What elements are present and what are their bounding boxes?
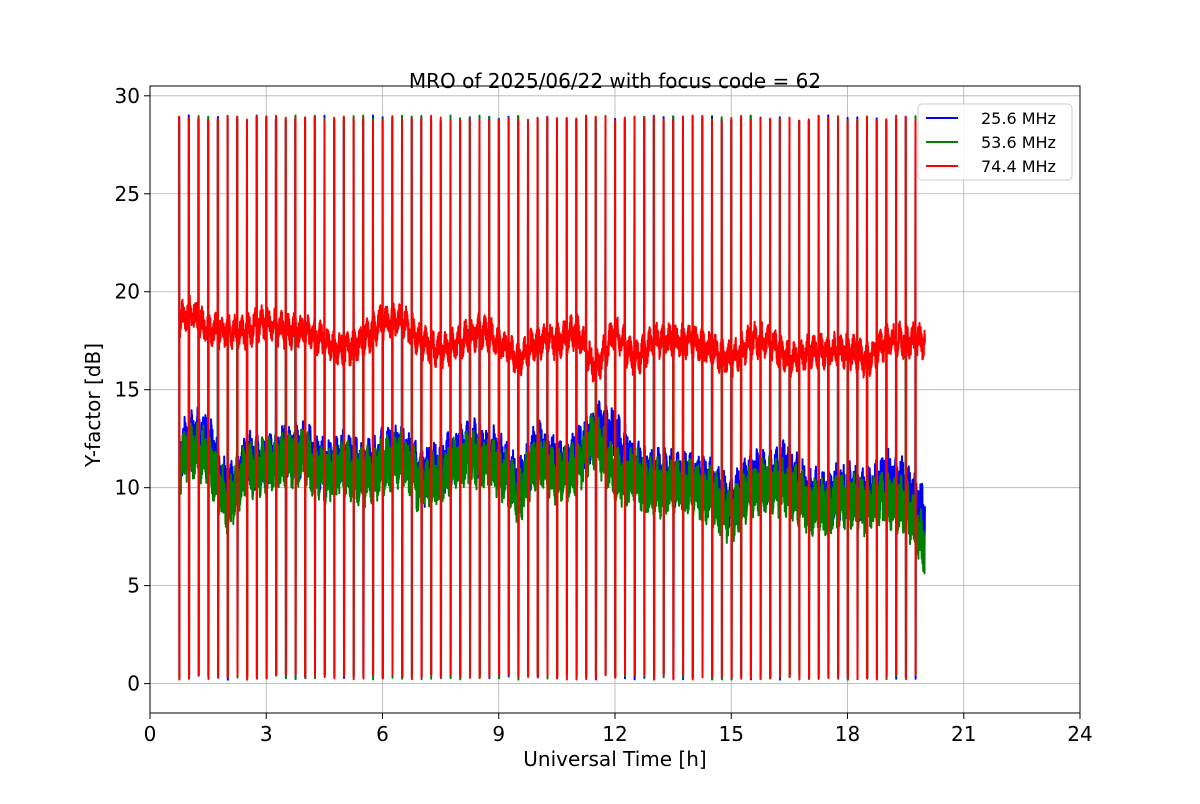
x-tick-label: 24	[1067, 722, 1092, 746]
legend-label: 25.6 MHz	[981, 109, 1056, 128]
series-line-2	[178, 114, 926, 681]
y-tick-label: 0	[127, 672, 140, 696]
x-tick-label: 9	[492, 722, 505, 746]
y-tick-label: 20	[115, 280, 140, 304]
x-tick-label: 12	[602, 722, 627, 746]
legend-label: 53.6 MHz	[981, 133, 1056, 152]
legend-box	[917, 103, 1073, 181]
series-line-3	[178, 114, 926, 681]
x-tick-label: 18	[835, 722, 860, 746]
y-tick-label: 10	[115, 476, 140, 500]
x-tick-label: 15	[719, 722, 744, 746]
x-axis-label: Universal Time [h]	[523, 747, 706, 771]
axis-ticks: 0 3 6 9 12 15 18 21 24 0 5 10 15 20 25 30	[115, 84, 1093, 746]
legend: 25.6 MHz 53.6 MHz 74.4 MHz	[917, 103, 1073, 181]
x-tick-label: 6	[376, 722, 389, 746]
x-tick-label: 0	[144, 722, 157, 746]
legend-label: 74.4 MHz	[981, 157, 1056, 176]
y-tick-label: 5	[127, 574, 140, 598]
x-tick-label: 3	[260, 722, 273, 746]
y-tick-label: 25	[115, 182, 140, 206]
y-axis-label: Y-factor [dB]	[81, 343, 105, 468]
y-tick-label: 30	[115, 84, 140, 108]
y-tick-label: 15	[115, 378, 140, 402]
plot-area	[178, 114, 926, 681]
x-tick-label: 21	[951, 722, 976, 746]
